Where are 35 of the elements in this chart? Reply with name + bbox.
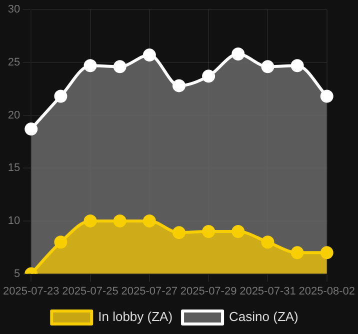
point bbox=[142, 214, 156, 228]
legend-label: In lobby (ZA) bbox=[98, 309, 173, 324]
point bbox=[320, 246, 334, 260]
point bbox=[54, 90, 68, 103]
point bbox=[290, 59, 304, 72]
point bbox=[84, 214, 97, 228]
point bbox=[113, 214, 126, 228]
point bbox=[113, 60, 126, 74]
x-tick-label: 2025-07-25 bbox=[62, 285, 118, 298]
point bbox=[202, 70, 216, 83]
point bbox=[232, 47, 245, 60]
x-tick-label: 2025-08-02 bbox=[298, 285, 356, 298]
point bbox=[24, 122, 38, 136]
y-tick-label: 25 bbox=[8, 56, 20, 68]
point bbox=[320, 90, 334, 103]
point bbox=[202, 225, 216, 238]
point bbox=[290, 246, 304, 260]
point bbox=[261, 60, 274, 74]
point bbox=[142, 48, 156, 62]
point bbox=[84, 59, 97, 72]
y-tick-label: 10 bbox=[8, 214, 20, 227]
x-tick-label: 2025-07-27 bbox=[121, 285, 178, 298]
y-tick-label: 30 bbox=[8, 4, 20, 16]
y-tick-label: 15 bbox=[8, 162, 20, 174]
x-tick-label: 2025-07-23 bbox=[2, 285, 60, 298]
point bbox=[232, 225, 245, 238]
x-tick-label: 2025-07-31 bbox=[240, 285, 296, 298]
y-tick-label: 20 bbox=[8, 109, 20, 122]
x-tick-label: 2025-07-29 bbox=[180, 285, 237, 298]
point bbox=[172, 79, 186, 92]
point bbox=[261, 236, 274, 249]
point bbox=[172, 226, 186, 240]
point bbox=[54, 236, 68, 249]
y-tick-label: 5 bbox=[14, 268, 20, 280]
legend-label: Casino (ZA) bbox=[229, 309, 298, 324]
